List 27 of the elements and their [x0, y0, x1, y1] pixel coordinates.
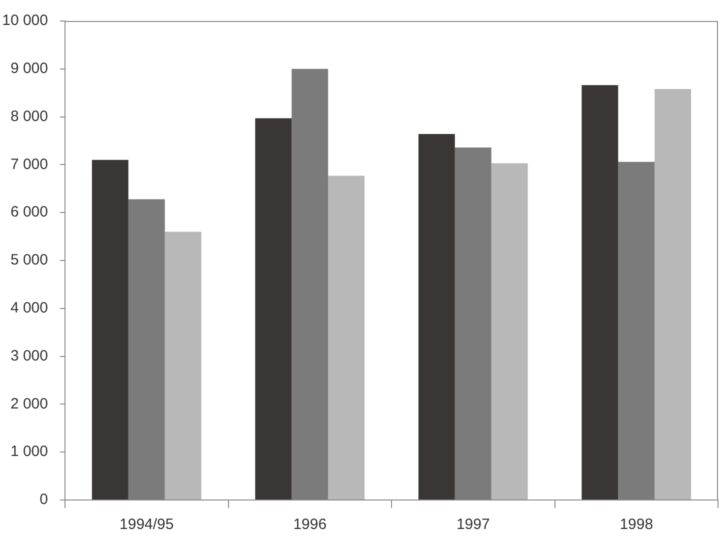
bar	[164, 232, 202, 500]
bar	[618, 162, 655, 500]
bar	[255, 118, 292, 500]
x-tick-label: 1996	[293, 516, 327, 534]
y-tick-label: 7 000	[10, 156, 48, 173]
y-tick-label: 6 000	[10, 204, 48, 221]
bar	[491, 163, 528, 500]
y-tick-label: 9 000	[10, 60, 48, 78]
bar	[454, 147, 492, 500]
y-tick-label: 4 000	[10, 300, 48, 317]
y-tick-label: 3 000	[10, 347, 48, 364]
bar	[128, 199, 165, 500]
bar	[654, 89, 692, 500]
x-tick-label: 1998	[620, 516, 654, 534]
bar	[292, 68, 328, 500]
y-tick-label: 2 000	[10, 395, 48, 412]
bar	[92, 160, 128, 500]
x-tick-label: 1997	[456, 516, 490, 534]
y-tick-label: 8 000	[10, 108, 48, 125]
y-tick-label: 1 000	[10, 443, 48, 460]
y-tick-label: 0	[40, 491, 48, 508]
y-tick-label: 10 000	[2, 12, 48, 30]
bar	[328, 176, 365, 500]
x-tick-label: 1994/95	[120, 516, 174, 534]
bar	[582, 85, 618, 500]
y-tick-label: 5 000	[10, 252, 48, 269]
bar	[418, 134, 455, 500]
